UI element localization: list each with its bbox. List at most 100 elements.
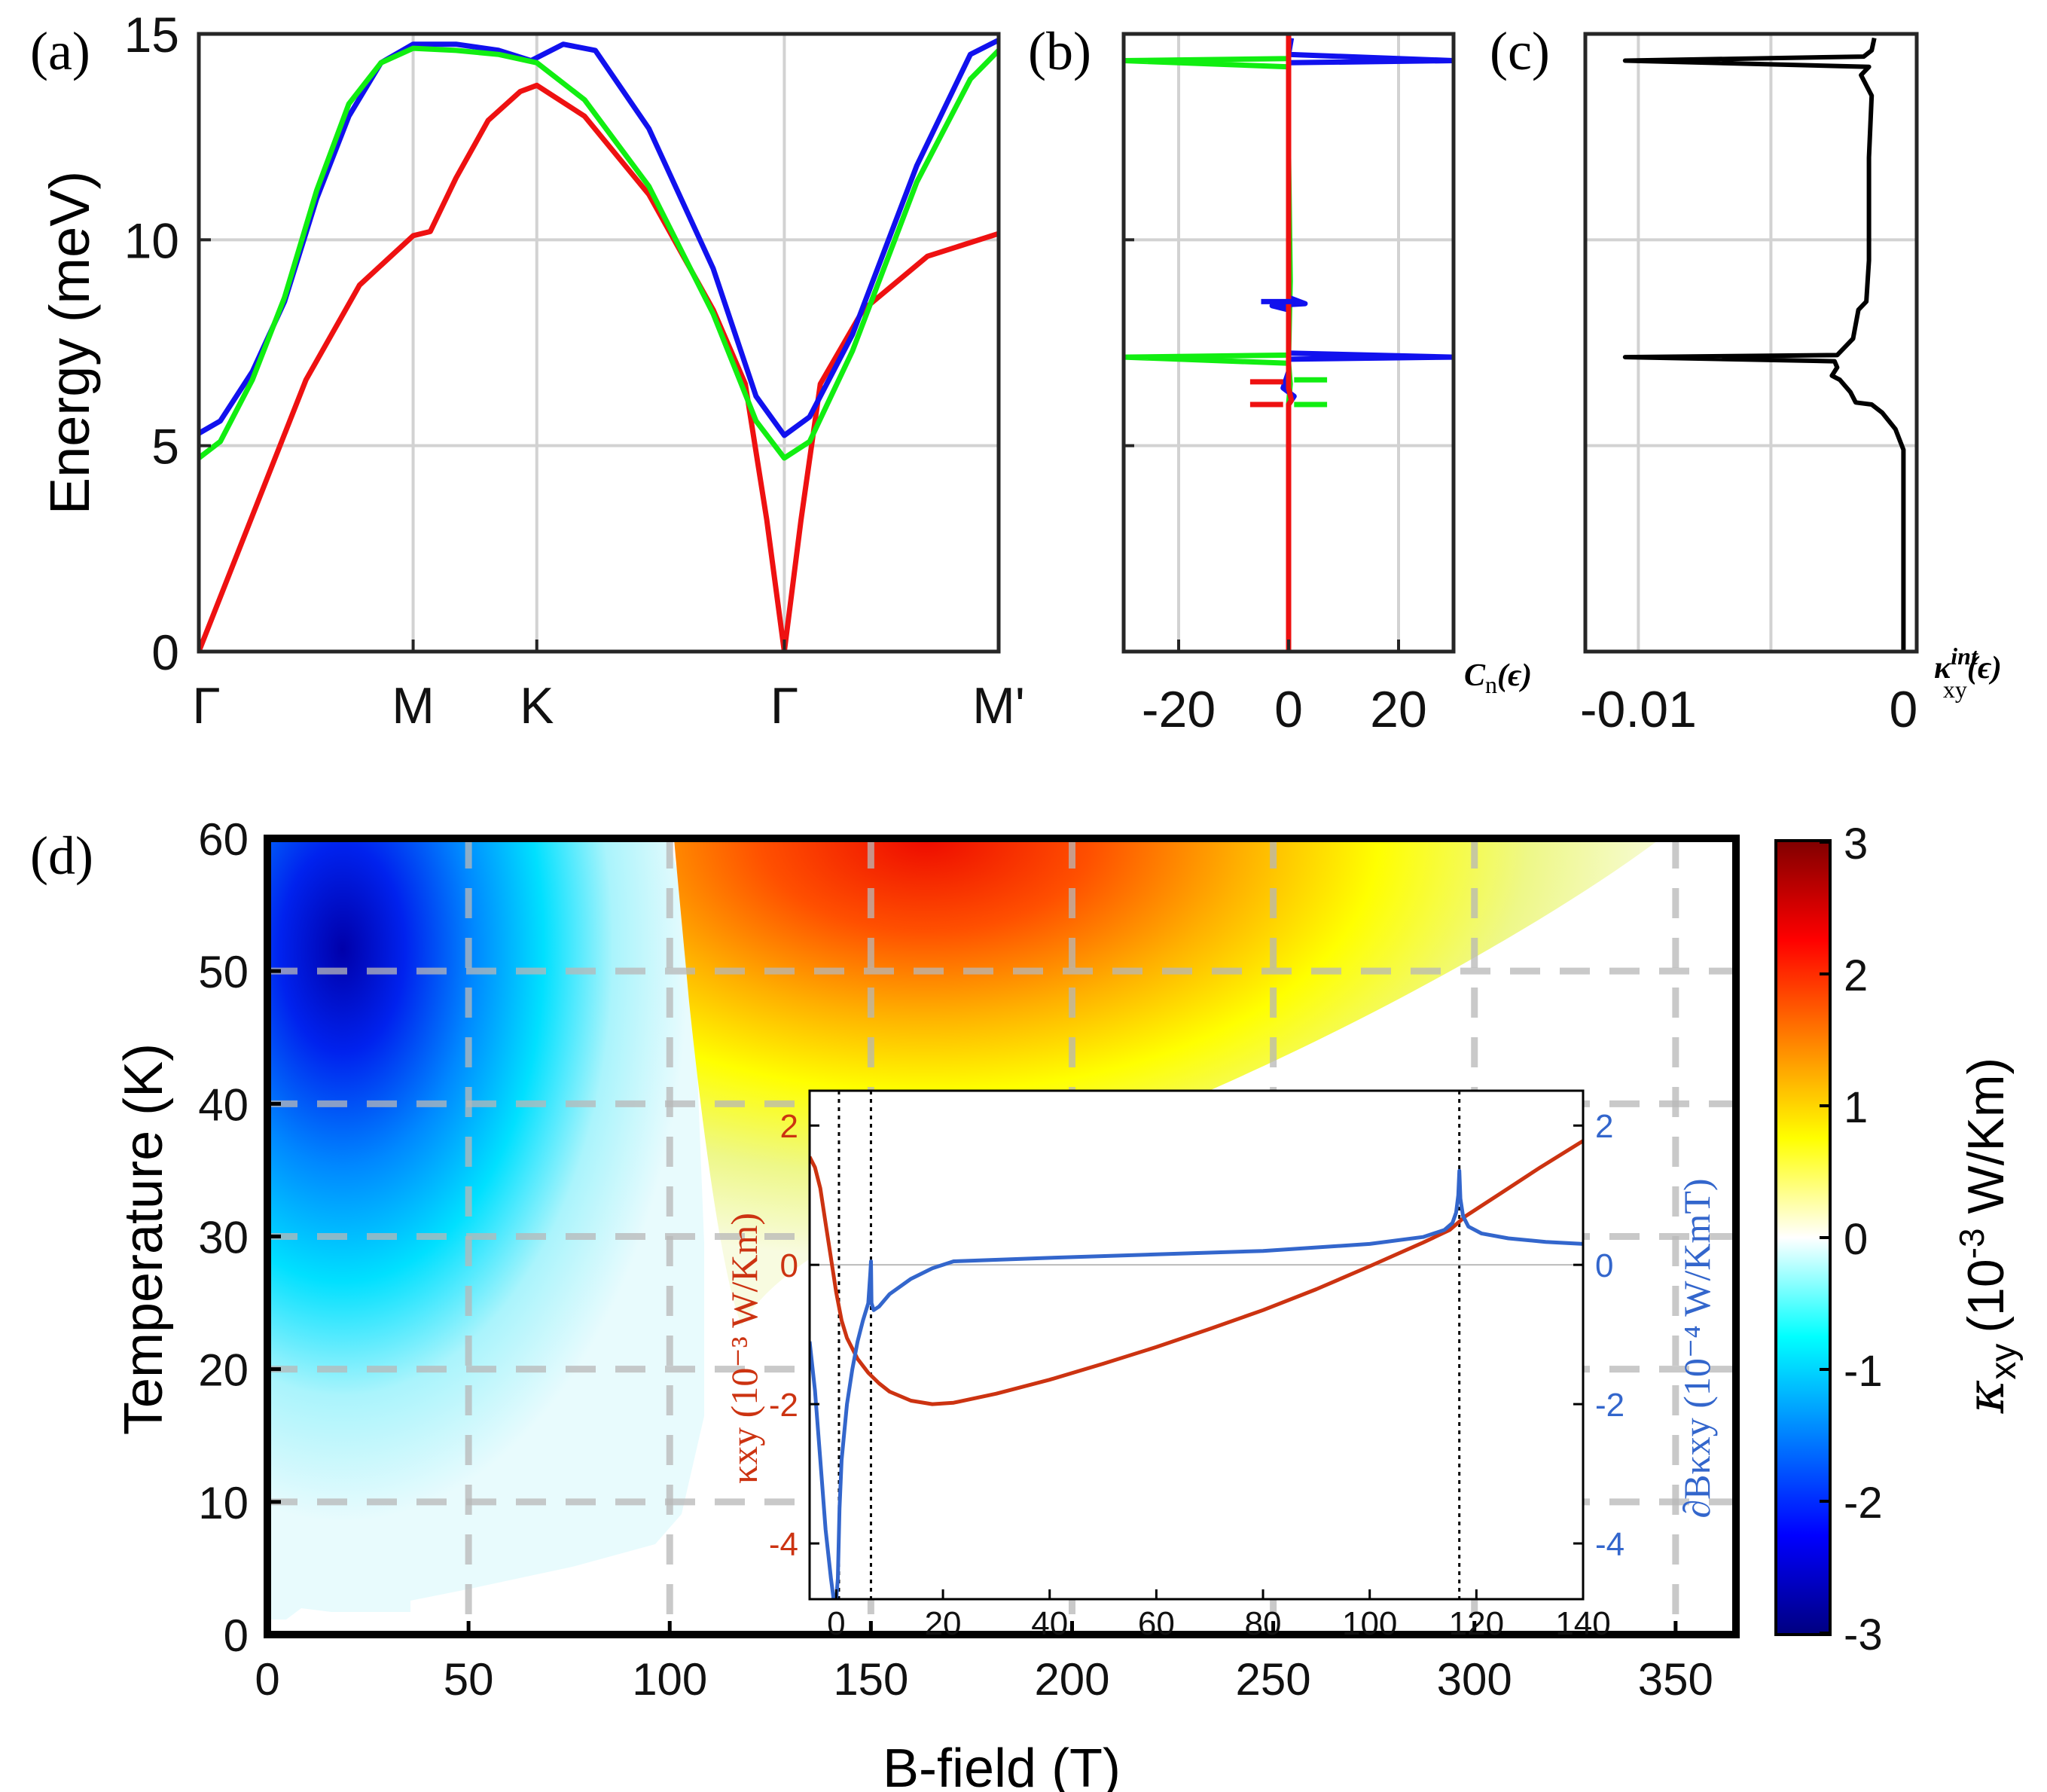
colorbar-tick-label: -1 [1844, 1347, 1883, 1396]
panel-d-x-tick-label: 200 [1034, 1654, 1109, 1705]
panel-c-x-tick-label: 0 [1889, 681, 1917, 738]
inset-left-tick-label: -2 [769, 1387, 798, 1424]
panel-a-band-red-line [199, 82, 999, 652]
panel-a: 0 5 10 15 Γ M K Γ M' (a) Energy (meV) [30, 7, 1025, 734]
inset-right-tick-label: -4 [1595, 1526, 1624, 1563]
panel-d-label: (d) [30, 826, 93, 886]
panel-d-y-ticks: 0 10 20 30 40 50 60 [198, 814, 281, 1661]
colorbar-tick-label: 0 [1844, 1215, 1868, 1264]
panel-a-y-tick-label: 15 [124, 7, 179, 63]
panel-a-x-ticks: Γ M K Γ M' [192, 640, 1025, 734]
panel-d-y-tick-label: 50 [198, 947, 249, 997]
colorbar-label-units: (10 [1957, 1259, 2015, 1333]
panel-b-label: (b) [1028, 21, 1091, 81]
panel-d-y-tick-label: 20 [198, 1345, 249, 1396]
inset-left-tick-label: -4 [769, 1526, 798, 1563]
panel-a-x-tick-label: M' [972, 677, 1025, 734]
panel-b-x-tick-label: 0 [1274, 681, 1303, 738]
panel-a-band-blue-line [199, 38, 999, 438]
panel-b-C-green-line [1124, 34, 1293, 405]
panel-d-x-tick-label: 250 [1236, 1654, 1311, 1705]
panel-b-x-axis-label: Cn(ϵ) [1464, 658, 1532, 698]
panel-b-x-axis-label-tail: (ϵ) [1497, 658, 1532, 693]
inset-right-axis-label: ∂Bκxy (10⁻⁴ W/KmT) [1676, 1178, 1718, 1518]
panel-d-y-tick-label: 40 [198, 1079, 249, 1130]
panel-c-x-ticks: -0.01 0 [1580, 681, 1917, 738]
panel-a-y-tick-label: 5 [151, 419, 179, 475]
panel-c-kappa-int-line [1622, 37, 1906, 652]
colorbar-label-exp: -3 [1952, 1228, 1991, 1259]
colorbar-label-kappa: κ [1957, 1380, 2016, 1415]
panel-a-x-tick-label: M [392, 677, 435, 734]
panel-c-x-tick-label: -0.01 [1580, 681, 1697, 738]
panel-d-y-tick-label: 60 [198, 814, 249, 865]
colorbar-label-sub: xy [1984, 1344, 2024, 1380]
panel-d-x-tick-label: 50 [444, 1654, 494, 1705]
inset-x-tick-label: 120 [1449, 1605, 1504, 1642]
panel-d-y-axis-label: Temperature (K) [114, 1043, 174, 1435]
panel-a-x-tick-label: K [520, 677, 554, 734]
panel-d-y-tick-label: 30 [198, 1213, 249, 1263]
inset-background [810, 1091, 1583, 1599]
inset-left-tick-label: 2 [780, 1108, 798, 1145]
panel-b-x-tick-label: 20 [1370, 681, 1427, 738]
inset-x-tick-label: 100 [1342, 1605, 1397, 1642]
panel-d-x-tick-label: 100 [632, 1654, 707, 1705]
panel-d-y-tick-label: 0 [224, 1610, 249, 1661]
panel-b-series [1124, 34, 1454, 652]
panel-d-x-tick-label: 150 [833, 1654, 908, 1705]
panel-a-y-ticks: 0 5 10 15 [124, 7, 211, 680]
inset-right-tick-label: -2 [1595, 1387, 1624, 1424]
inset-right-tick-label: 0 [1595, 1247, 1613, 1284]
colorbar-label-tail: W/Km) [1957, 1058, 2015, 1229]
panel-c-label: (c) [1490, 21, 1550, 81]
panel-c-series [1622, 37, 1906, 652]
panel-d-x-ticks: 0 50 100 150 200 250 300 350 [255, 1621, 1713, 1705]
panel-a-y-axis-label: Energy (meV) [38, 171, 101, 514]
panel-b-x-axis-label-sub: n [1485, 671, 1497, 698]
panel-d-y-tick-label: 10 [198, 1478, 249, 1528]
panel-a-x-tick-label: Γ [770, 677, 798, 734]
inset-left-tick-label: 0 [780, 1247, 798, 1284]
panel-d-x-axis-label: B-field (T) [883, 1739, 1121, 1792]
inset-d-kappa-dB-line [810, 1168, 1583, 1599]
inset-axes-box [808, 1089, 1585, 1601]
heatmap-negative-region [267, 838, 704, 1620]
colorbar-tick-label: -3 [1844, 1610, 1883, 1659]
inset-right-tick-label: 2 [1595, 1108, 1613, 1145]
colorbar-tick-label: 2 [1844, 951, 1868, 1000]
panel-c-gridlines [1585, 34, 1917, 652]
inset-x-tick-label: 60 [1138, 1605, 1175, 1642]
panel-b-x-ticks: -20 0 20 [1124, 32, 1427, 738]
panel-a-gridlines [197, 34, 1000, 652]
inset-x-tick-label: 140 [1555, 1605, 1610, 1642]
colorbar-tick-label: 1 [1844, 1083, 1868, 1132]
inset-x-tick-label: 20 [925, 1605, 962, 1642]
panel-d-x-tick-label: 350 [1638, 1654, 1713, 1705]
heatmap-positive-region [674, 838, 1661, 1326]
panel-d-x-tick-label: 0 [255, 1654, 279, 1705]
panel-c-x-axis-label-main: κ [1934, 651, 1952, 685]
panel-a-y-tick-label: 0 [151, 624, 179, 680]
panel-b-C-red-line [1286, 34, 1295, 652]
panel-a-label: (a) [30, 21, 90, 81]
panel-a-x-tick-label: Γ [192, 677, 220, 734]
panel-b-x-axis-label-main: C [1464, 658, 1486, 693]
colorbar-ticks: -3 -2 -1 0 1 2 3 [1820, 820, 1883, 1659]
inset-x-tick-label: 40 [1031, 1605, 1068, 1642]
panel-a-axes-box [197, 32, 1001, 654]
panel-c: -0.01 0 (c) κint xy(ϵ) [1490, 21, 2002, 738]
panel-c-x-axis-label-sup: int [1951, 643, 1978, 670]
inset-x-tick-label: 80 [1245, 1605, 1282, 1642]
panel-a-series [199, 38, 999, 652]
colorbar-tick-label: 3 [1844, 820, 1868, 869]
panel-b-C-blue-line [1269, 37, 1454, 406]
colorbar-label: κxy (10-3 W/Km) [1952, 1058, 2024, 1414]
panel-c-axes-box [1583, 32, 1919, 654]
panel-a-y-tick-label: 10 [124, 212, 179, 268]
inset-series [810, 1139, 1583, 1599]
